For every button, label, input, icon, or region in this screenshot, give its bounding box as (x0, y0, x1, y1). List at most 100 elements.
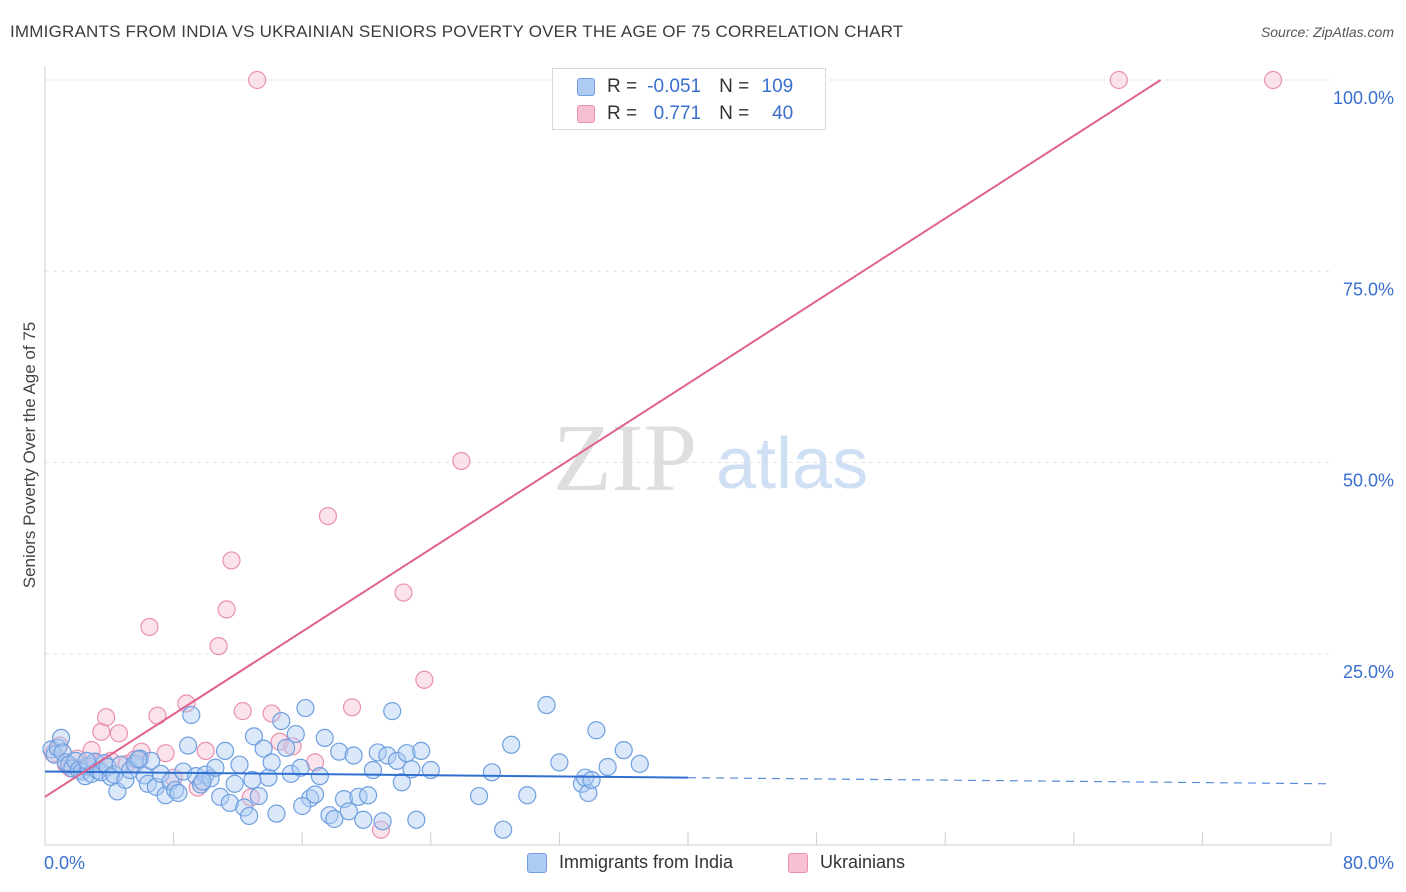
india-point (254, 739, 273, 758)
india-point (392, 773, 411, 792)
ukrainians-point (452, 451, 471, 471)
ukrainians-point (1109, 70, 1128, 90)
india-point (315, 728, 334, 748)
india-point (230, 755, 249, 774)
india-point (402, 760, 421, 779)
ukrainians-point (318, 506, 338, 526)
india-point (383, 702, 402, 721)
india-point (240, 806, 259, 826)
india-point (267, 804, 286, 823)
india-point (178, 736, 198, 755)
ukrainians-point (209, 636, 228, 656)
series-legend: Immigrants from India Ukrainians (0, 852, 1406, 878)
india-point (339, 802, 358, 821)
india-point (518, 786, 537, 805)
india-point (310, 767, 329, 786)
ukrainians-point (140, 617, 159, 637)
india-point (225, 774, 244, 793)
ukrainians-point (233, 702, 252, 721)
india-point (169, 783, 188, 803)
y-tick-label: 25.0% (1343, 662, 1394, 682)
ukrainians-point (415, 670, 434, 689)
watermark-zip: ZIP (553, 404, 697, 511)
india-point (193, 772, 212, 791)
ukrainians-n-value: 40 (772, 103, 794, 124)
india-point (412, 741, 431, 761)
india-trend-extension (687, 777, 1332, 785)
india-point (482, 763, 501, 782)
india-point (182, 705, 201, 725)
india-point (291, 758, 310, 777)
india-point (598, 757, 617, 777)
series-legend-india[interactable]: Immigrants from India (527, 852, 733, 873)
india-point (235, 798, 254, 817)
india-point (494, 820, 513, 839)
india-point (244, 727, 264, 746)
ukrainians-r-value: 0.771 (653, 103, 702, 124)
ukrainians-trend-line (44, 79, 1162, 798)
series-legend-india-label: Immigrants from India (559, 852, 734, 872)
india-swatch (577, 78, 595, 96)
india-point (630, 754, 649, 774)
india-point (502, 735, 521, 754)
ukrainians-point (1264, 70, 1283, 90)
y-axis-label: Seniors Poverty Over the Age of 75 (20, 322, 39, 588)
india-point (378, 746, 397, 765)
india-point (129, 750, 148, 769)
india-point (582, 770, 601, 790)
grid-layer (45, 79, 1331, 655)
ukrainians-point (109, 724, 129, 743)
stats-legend: R = -0.051 N = 109 R = 0.771 N = 40 (552, 68, 826, 130)
trend-layer (44, 79, 1332, 798)
y-tick-label: 50.0% (1343, 471, 1394, 491)
india-point (373, 812, 392, 831)
india-point (359, 786, 378, 805)
india-point (305, 785, 325, 804)
ukrainians-point (156, 744, 175, 763)
axis-layer (44, 66, 1332, 846)
ukrainians-point (394, 583, 413, 602)
india-point (166, 780, 185, 800)
n-label: N = (719, 76, 750, 97)
ukrainians-swatch (577, 105, 595, 123)
india-point (51, 728, 71, 748)
ukrainians-point (96, 708, 116, 727)
ukrainians-point (222, 551, 241, 570)
india-point (293, 796, 312, 816)
india-point (330, 742, 349, 761)
india-point (537, 695, 556, 715)
legend-row-ukrainians: R = 0.771 N = 40 (553, 101, 793, 127)
r-label: R = (607, 76, 638, 97)
x-tick-label: 80.0% (1343, 853, 1394, 873)
ukrainians-point (248, 70, 267, 90)
chart-title: IMMIGRANTS FROM INDIA VS UKRAINIAN SENIO… (10, 22, 904, 41)
india-point (262, 753, 281, 772)
ukrainians-swatch (788, 852, 808, 873)
ukrainians-point (196, 741, 215, 761)
india-point (130, 749, 149, 768)
ukrainians-point (92, 722, 111, 741)
india-point (325, 809, 344, 829)
india-point (249, 786, 268, 806)
india-point (191, 775, 211, 794)
source-credit: Source: ZipAtlas.com (1260, 24, 1394, 40)
india-point (206, 758, 225, 777)
label-layer: 25.0% 50.0% 75.0% 100.0% 0.0% 80.0% (44, 88, 1394, 873)
india-point (272, 711, 291, 731)
india-point (286, 724, 305, 744)
series-legend-ukrainians[interactable]: Ukrainians (788, 852, 905, 873)
ukrainians-point (188, 778, 207, 797)
india-n-value: 109 (761, 76, 794, 97)
india-r-value: -0.051 (647, 76, 702, 97)
watermark-atlas: atlas (716, 424, 868, 504)
ukrainians-point (342, 698, 362, 717)
india-point (407, 810, 426, 829)
india-point (259, 768, 278, 787)
india-swatch (527, 852, 547, 873)
ukrainians-point (217, 600, 236, 619)
india-point (469, 786, 489, 806)
y-tick-label: 75.0% (1343, 279, 1394, 299)
india-point (344, 746, 363, 765)
india-point (215, 741, 235, 761)
